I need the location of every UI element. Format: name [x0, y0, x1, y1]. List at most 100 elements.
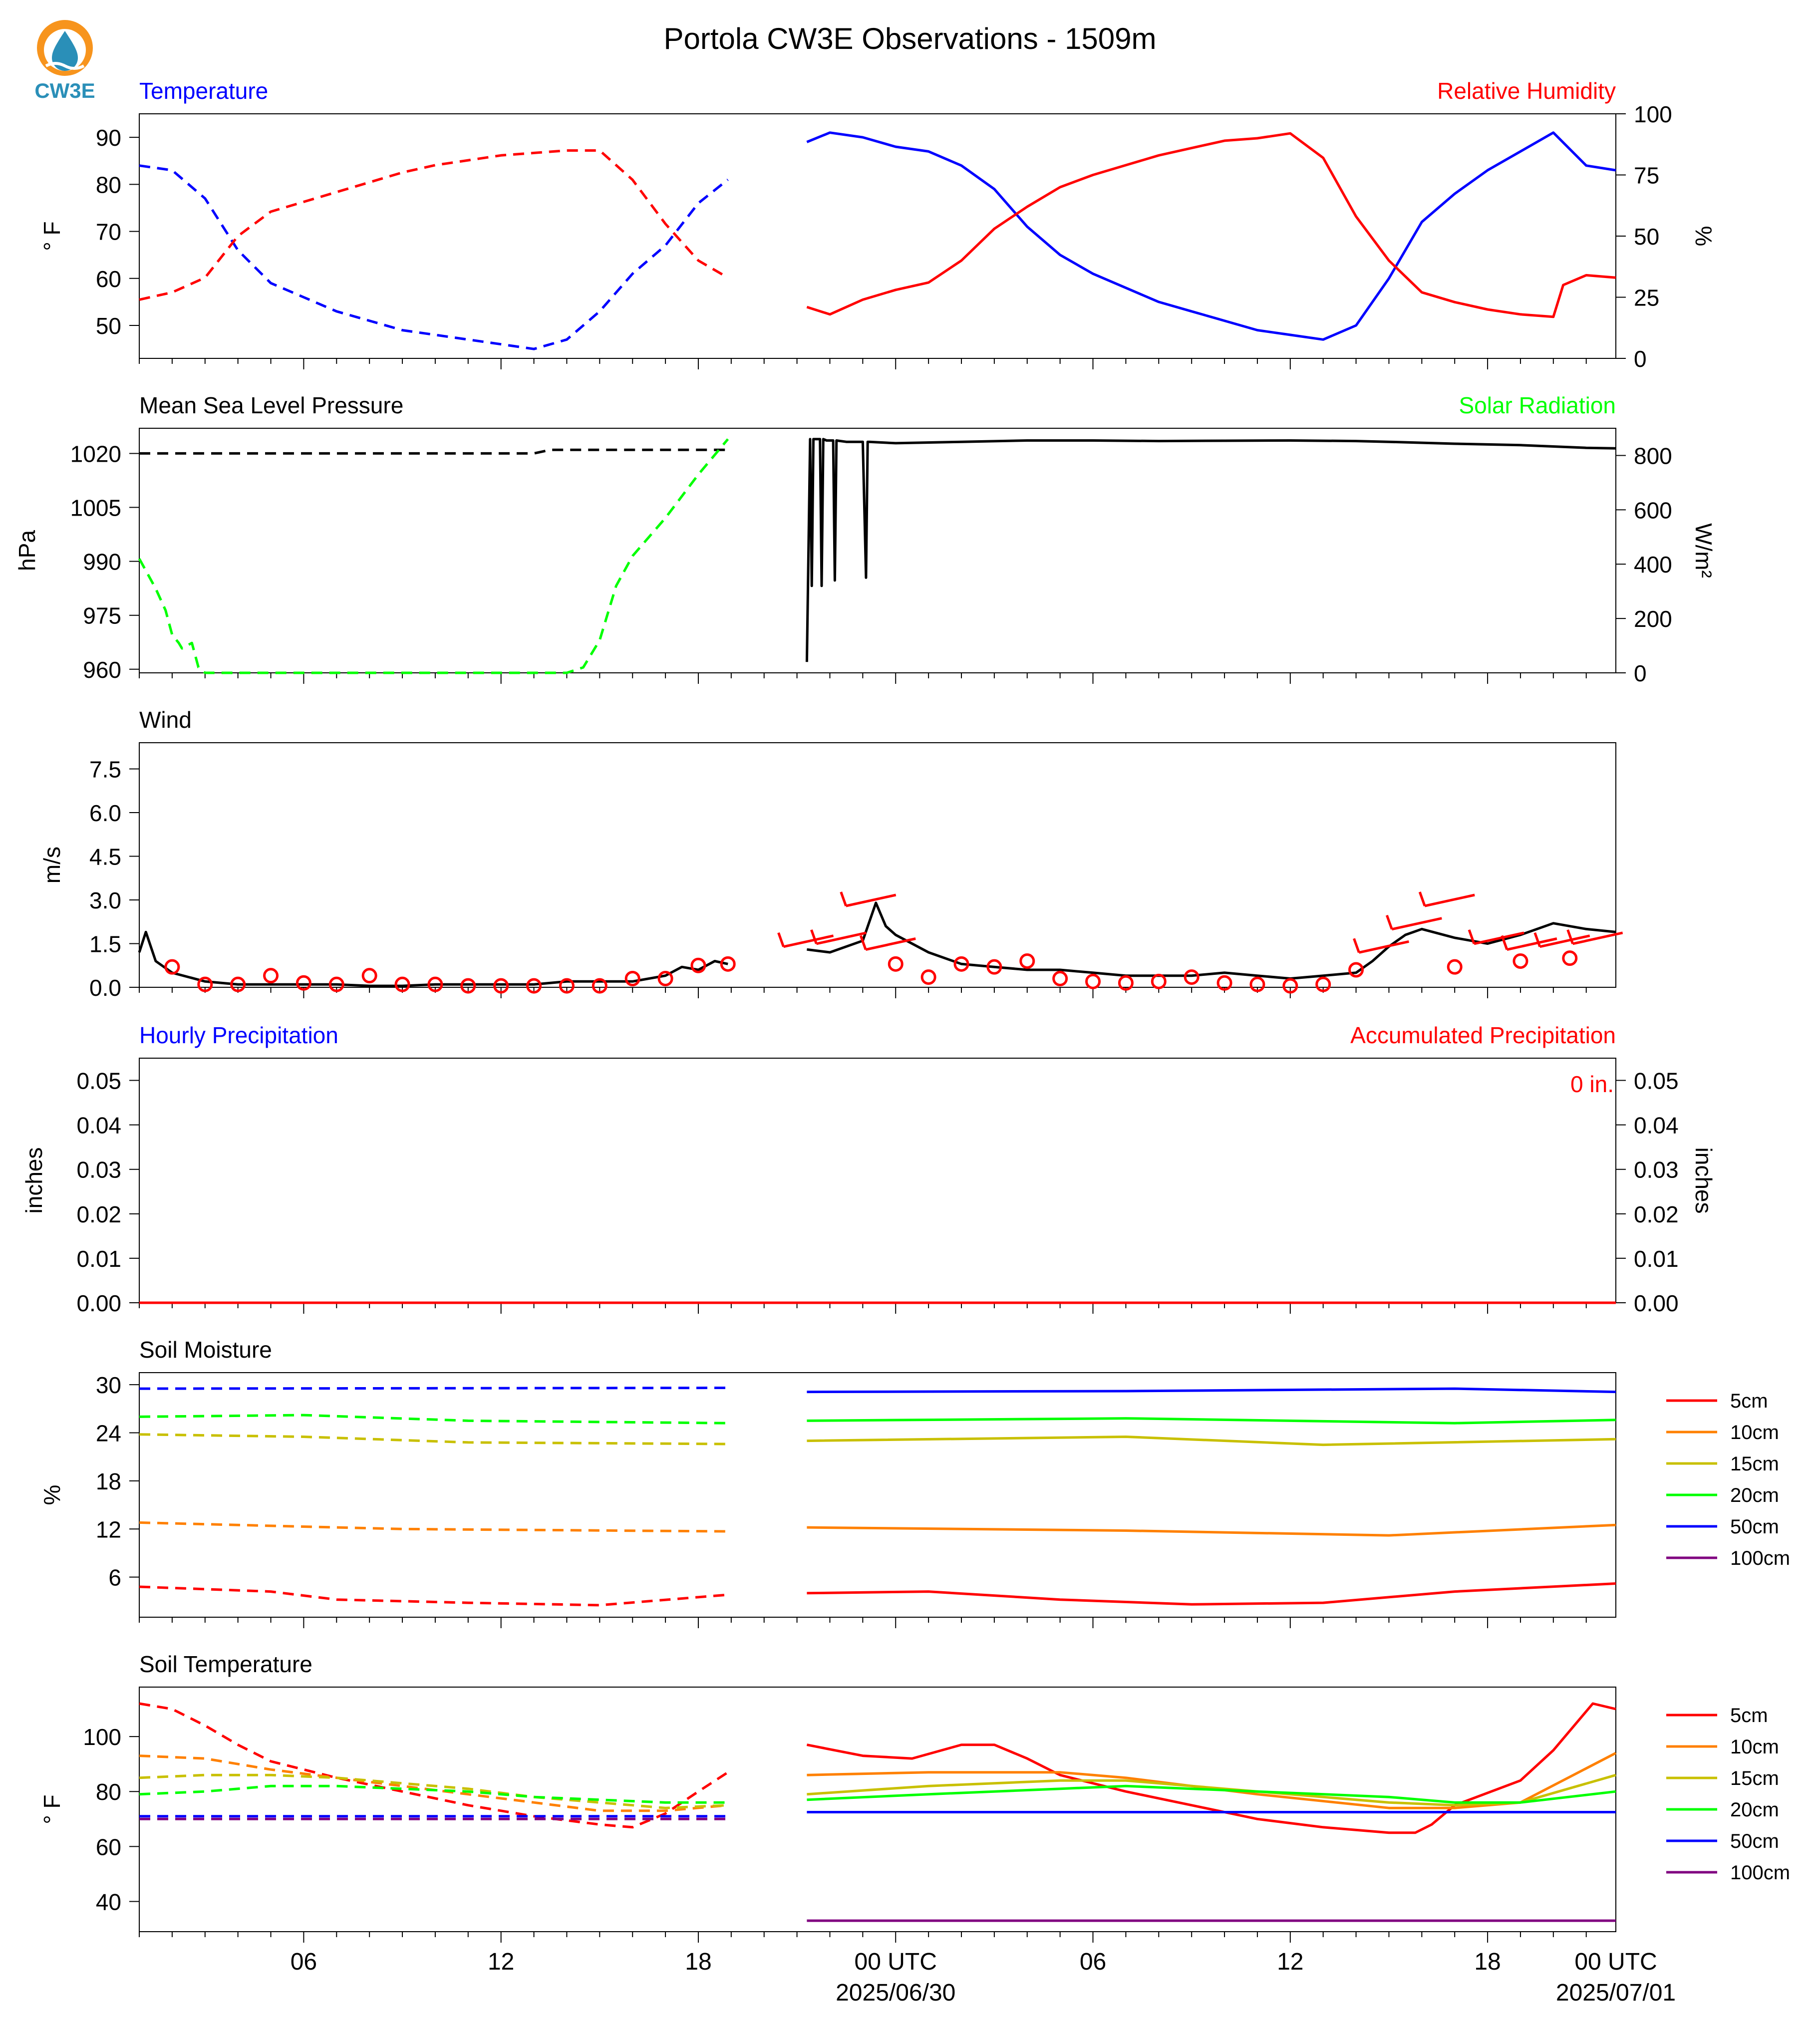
y-axis-label-left: m/s	[39, 847, 65, 883]
logo-text: CW3E	[34, 79, 95, 102]
panel-title-left: Wind	[139, 707, 192, 733]
panel-1: Temperature Relative Humidity 90 80 70 60 50 10…	[39, 78, 1717, 372]
panel-2: Mean Sea Level Pressure Solar Radiation 10…	[14, 392, 1717, 686]
series-line-right	[805, 438, 1616, 662]
series-line-50cm	[139, 1387, 728, 1390]
calm-marker	[690, 957, 706, 973]
y-axis-label-right: %	[1691, 226, 1717, 247]
cw3e-logo: CW3E	[34, 20, 95, 102]
calm-marker	[493, 978, 509, 994]
series-line-10cm	[807, 1523, 1616, 1537]
plot-frame	[139, 742, 1616, 988]
calm-marker	[1282, 978, 1298, 994]
legend-label: 50cm	[1730, 1830, 1779, 1852]
y-tick-label-right: 0.03	[1634, 1157, 1679, 1183]
series-line-50cm	[807, 1387, 1616, 1394]
y-tick-label-right: 0.01	[1634, 1246, 1679, 1272]
calm-marker	[296, 975, 311, 991]
panel-3: Wind 7.5 6.0 4.5 3.0 1.5 0.0 m/s	[39, 707, 1623, 1001]
wind-barb-flag	[859, 935, 867, 950]
calm-marker	[263, 968, 279, 984]
y-tick-label-left: 1020	[70, 441, 121, 467]
calm-marker	[986, 959, 1002, 975]
y-axis-label-left: %	[39, 1485, 65, 1505]
accumulated-precip-total: 0 in.	[1570, 1071, 1614, 1097]
y-tick-label-left: 90	[96, 125, 121, 151]
y-tick-label-right: 600	[1634, 497, 1672, 523]
legend-label: 15cm	[1730, 1767, 1779, 1789]
plot-frame	[139, 1687, 1616, 1932]
panel-title-left: Soil Temperature	[139, 1651, 312, 1677]
y-tick-label-right: 400	[1634, 552, 1672, 578]
y-tick-label-right: 0.04	[1634, 1113, 1679, 1139]
wind-barb-flag	[810, 929, 818, 944]
calm-marker	[1019, 953, 1035, 969]
panel-title-left: Mean Sea Level Pressure	[139, 392, 403, 418]
series-line-5cm	[806, 1702, 1616, 1834]
calm-marker	[1348, 962, 1364, 978]
y-tick-label-right: 25	[1634, 285, 1659, 311]
calm-marker	[230, 976, 246, 992]
calm-marker	[1562, 950, 1578, 966]
series-line-5cm	[139, 1702, 729, 1829]
calm-marker	[624, 971, 640, 986]
wind-barb	[1572, 931, 1623, 945]
y-tick-label-left: 50	[96, 313, 121, 339]
plot-frame	[139, 113, 1616, 359]
calm-marker	[888, 956, 904, 972]
calm-marker	[1249, 976, 1265, 992]
y-tick-label-right: 100	[1634, 101, 1672, 127]
y-tick-label-left: 60	[96, 1834, 121, 1860]
y-tick-label-left: 0.05	[76, 1068, 121, 1094]
calm-marker	[1447, 959, 1463, 975]
calm-marker	[197, 976, 213, 992]
y-tick-label-left: 30	[96, 1372, 121, 1398]
y-tick-label-left: 990	[83, 549, 121, 575]
x-tick-label: 06	[291, 1949, 317, 1975]
y-tick-label-left: 40	[96, 1889, 121, 1915]
wind-barb	[846, 893, 897, 907]
series-line-15cm	[139, 1773, 728, 1809]
y-tick-label-left: 0.0	[89, 975, 121, 1001]
y-tick-label-left: 6.0	[89, 800, 121, 826]
calm-marker	[1151, 973, 1167, 989]
y-tick-label-left: 0.01	[76, 1246, 121, 1272]
legend-label: 20cm	[1730, 1484, 1779, 1506]
series-line-10cm	[139, 1754, 728, 1812]
series-line-left	[139, 448, 728, 455]
y-axis-label-left: hPa	[14, 530, 40, 571]
y-tick-label-right: 0	[1634, 660, 1647, 686]
x-axis-labels: 06 12 18 00 UTC 06 12 18 00 UTC 2025/06/30 2025/0…	[291, 1949, 1676, 2006]
y-tick-label-right: 0	[1634, 346, 1647, 372]
panel-title-left: Soil Moisture	[139, 1337, 272, 1363]
y-tick-label-left: 24	[96, 1420, 121, 1446]
series-line-right	[139, 149, 729, 301]
calm-marker	[920, 969, 936, 985]
y-tick-label-left: 4.5	[89, 844, 121, 870]
y-tick-label-left: 0.00	[76, 1290, 121, 1316]
calm-marker	[460, 978, 476, 994]
series-line-speed	[807, 901, 1616, 980]
wind-barb	[1358, 940, 1409, 954]
series-line-left	[139, 164, 729, 350]
y-tick-label-left: 3.0	[89, 887, 121, 913]
y-axis-label-left: ° F	[39, 1794, 65, 1824]
calm-marker	[1216, 975, 1232, 991]
calm-marker	[1085, 973, 1101, 989]
panel-title-right: Solar Radiation	[1459, 392, 1616, 418]
wind-barb	[1474, 931, 1524, 945]
y-tick-label-left: 6	[108, 1565, 121, 1591]
wind-barb	[1507, 937, 1557, 951]
series-line-20cm	[139, 1784, 728, 1804]
calm-marker	[394, 976, 410, 992]
calm-marker	[1118, 975, 1134, 991]
calm-marker	[1513, 953, 1528, 969]
wind-barb-flag	[1468, 929, 1476, 944]
legend-label: 20cm	[1730, 1799, 1779, 1821]
calm-marker	[526, 978, 542, 994]
y-tick-label-left: 1005	[70, 495, 121, 521]
calm-marker	[328, 976, 344, 992]
y-tick-label-right: 800	[1634, 443, 1672, 469]
droplet-icon	[52, 31, 78, 71]
